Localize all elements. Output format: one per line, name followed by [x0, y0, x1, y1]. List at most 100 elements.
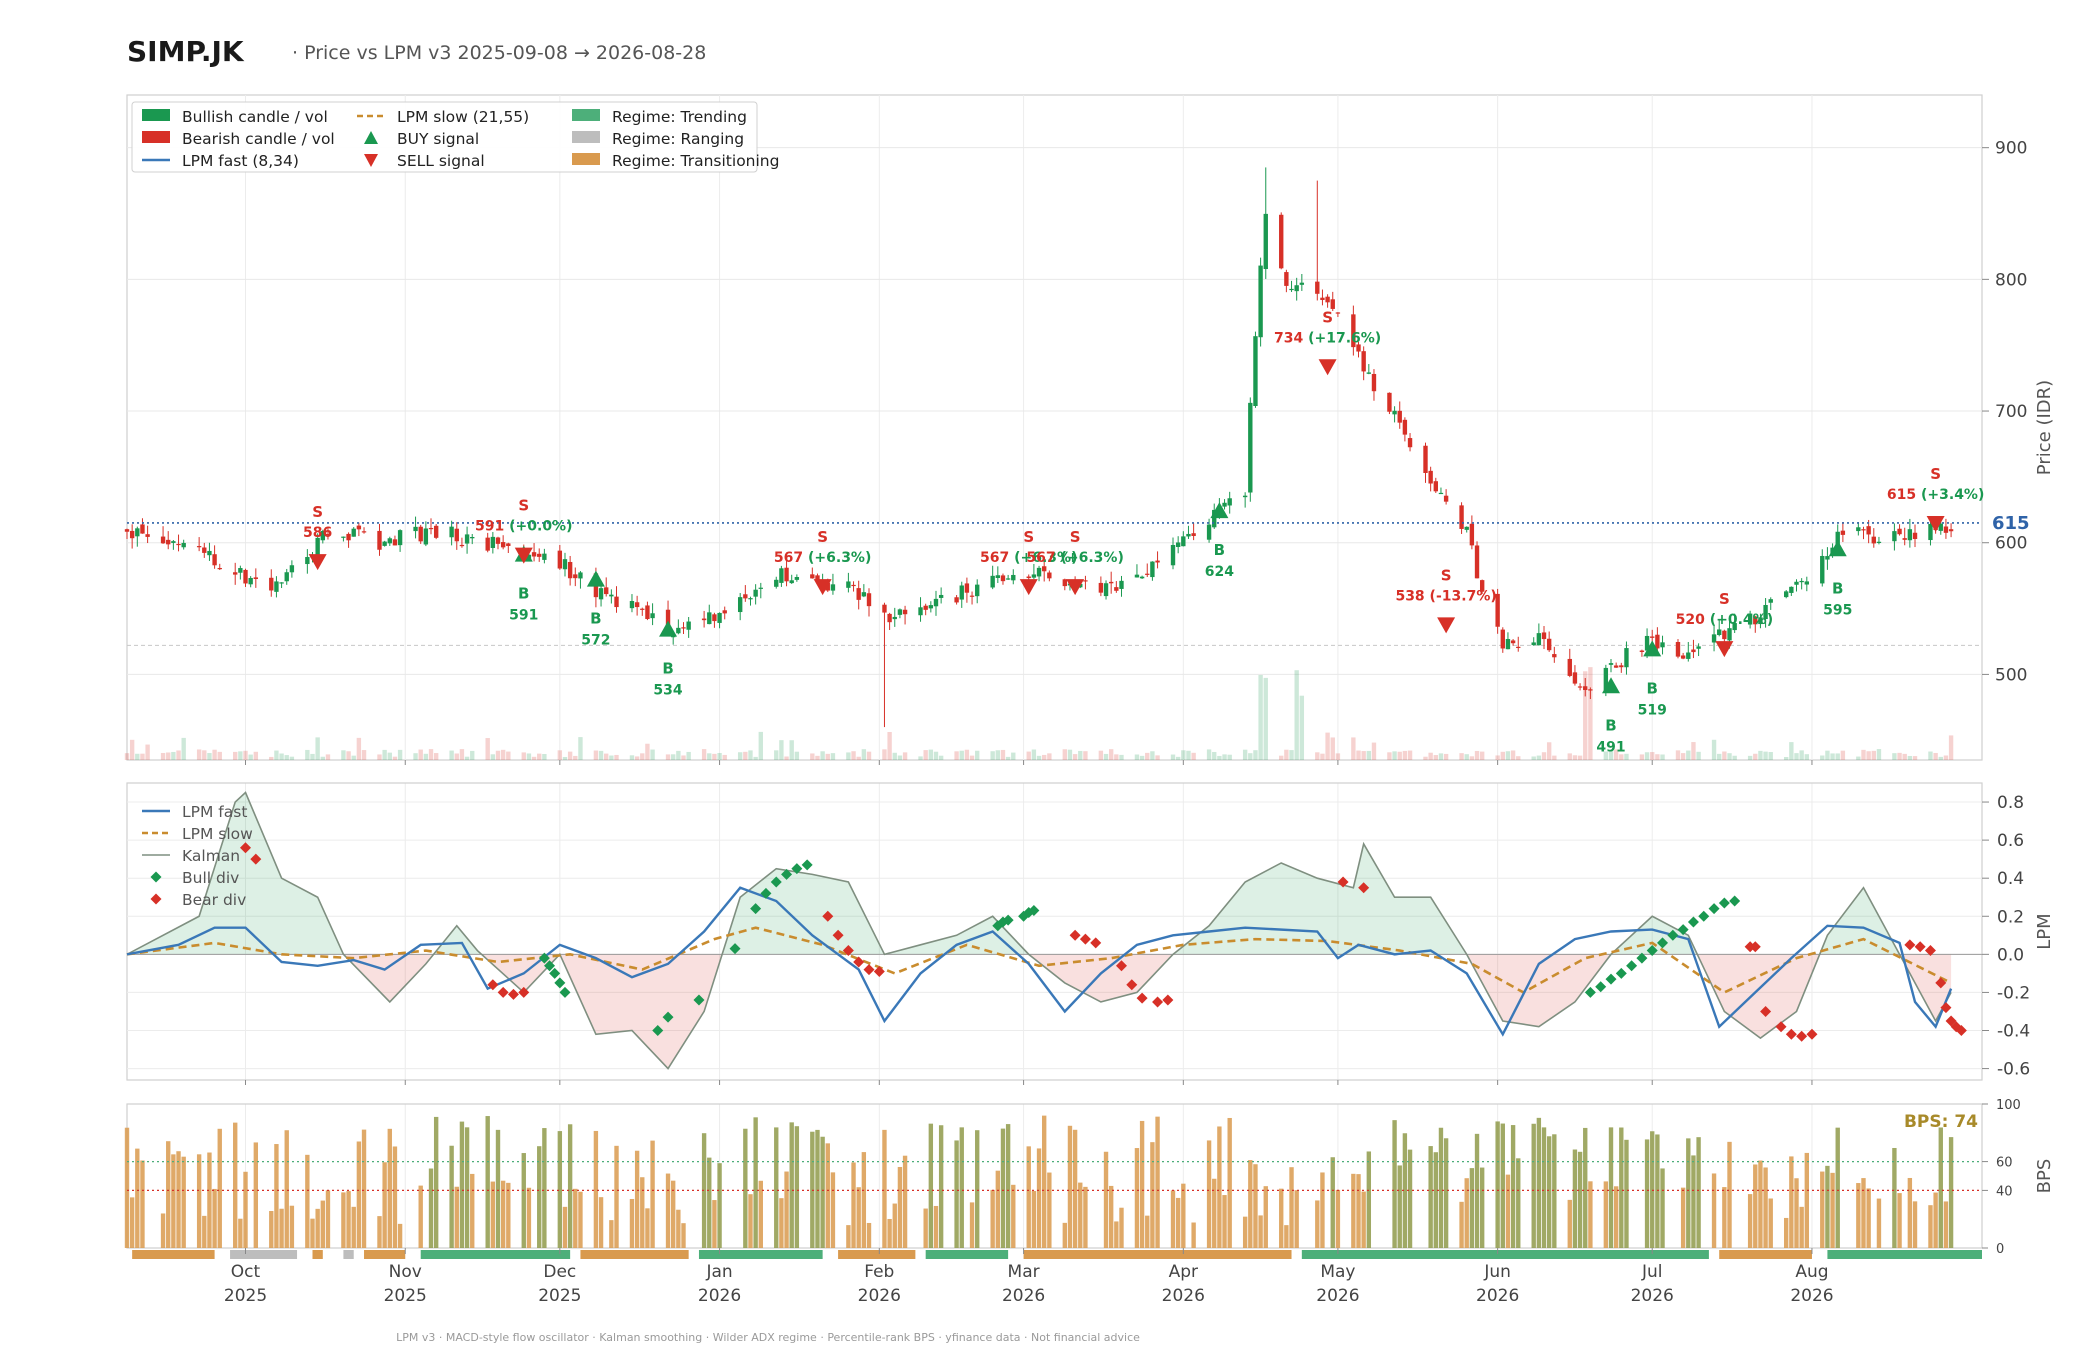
price-ytick-label-4: 900 — [1995, 139, 2027, 159]
candle-body — [413, 526, 418, 532]
bear-div-marker-7 — [832, 929, 844, 941]
bps-bar — [681, 1223, 686, 1248]
candle-body — [1114, 587, 1119, 591]
bps-bar — [892, 1203, 897, 1248]
volume-bar — [1804, 754, 1809, 760]
buy-signal-value-4: 491 — [1596, 739, 1625, 755]
candle-body — [810, 574, 815, 579]
bps-bar — [1588, 1181, 1593, 1248]
sell-signal-value-5: 734 (+17.6%) — [1274, 330, 1381, 346]
bear-div-marker-27 — [1796, 1030, 1808, 1042]
bps-bar — [196, 1154, 202, 1248]
candle-body — [1747, 613, 1753, 625]
volume-bar — [1794, 753, 1799, 760]
candle-body — [217, 567, 222, 570]
lpm-ytick-label-6: 0.6 — [1997, 831, 2024, 851]
buy-signal-label-5: B — [1647, 679, 1658, 697]
candle-body — [356, 525, 362, 530]
candle-body — [537, 553, 542, 557]
volume-bar — [1248, 753, 1253, 760]
bps-bar — [1546, 1136, 1552, 1248]
bps-bar — [1722, 1187, 1727, 1248]
volume-bar — [1907, 755, 1913, 760]
volume-bar — [825, 753, 830, 760]
candle-body — [1407, 438, 1413, 448]
candle-body — [645, 605, 650, 619]
bps-bar — [701, 1133, 707, 1248]
candle-body — [470, 537, 475, 539]
bps-bar — [1613, 1186, 1619, 1248]
regime-segment-13 — [1827, 1250, 1982, 1259]
bps-bar — [166, 1141, 171, 1248]
bps-bar — [1789, 1156, 1794, 1248]
candle-body — [1732, 623, 1737, 631]
volume-bar — [1861, 749, 1866, 760]
bps-bar — [1861, 1178, 1866, 1248]
volume-bar — [578, 737, 583, 760]
bps-bar — [1784, 1217, 1789, 1248]
bps-bar — [325, 1190, 331, 1248]
bps-bar — [279, 1208, 284, 1248]
candle-body — [124, 529, 130, 532]
volume-bar — [1567, 753, 1572, 760]
bps-bar — [1758, 1160, 1763, 1248]
volume-bar — [1840, 750, 1846, 760]
candle-body — [825, 582, 830, 591]
bps-bar — [1315, 1200, 1320, 1248]
bps-bar — [1928, 1205, 1933, 1248]
volume-bar — [341, 750, 346, 760]
last-price-label: 615 — [1992, 513, 2030, 534]
bps-bar — [1428, 1146, 1433, 1248]
candle-body — [418, 526, 423, 542]
bps-bar — [253, 1142, 259, 1248]
lpm-ylabel: LPM — [2034, 913, 2055, 949]
candle-body — [1619, 665, 1624, 668]
bps-bar — [1397, 1165, 1402, 1248]
bps-bar — [361, 1129, 367, 1248]
sell-signal-value-6: 538 (-13.7%) — [1395, 588, 1496, 604]
bps-bar — [1768, 1198, 1773, 1248]
volume-bar — [1660, 754, 1665, 760]
candle-body — [1567, 658, 1572, 676]
regime-segment-6 — [580, 1250, 689, 1259]
sell-signal-pct: (+6.3%) — [1009, 550, 1077, 566]
candle-body — [1253, 336, 1258, 406]
x-tick-month-3: Jan — [705, 1262, 732, 1282]
volume-bar — [1938, 756, 1943, 760]
volume-bar — [1505, 751, 1511, 760]
volume-bar — [495, 750, 501, 760]
lpm-ytick-label-5: 0.4 — [1997, 869, 2024, 889]
lpm-legend-label-4: Bear div — [182, 891, 246, 909]
volume-bar — [676, 750, 681, 760]
bull-div-marker-12 — [781, 868, 793, 880]
bear-div-marker-2 — [487, 979, 499, 991]
candle-body — [1577, 686, 1583, 688]
candle-body — [1660, 642, 1665, 648]
sell-signal-pct: (+6.3%) — [1056, 550, 1124, 566]
sell-signal-label-2: S — [817, 528, 828, 546]
bps-bar — [598, 1197, 604, 1248]
bps-bar — [861, 1152, 867, 1248]
candle-body — [789, 580, 794, 584]
buy-signal-label-2: B — [662, 660, 673, 678]
volume-bar — [506, 751, 511, 760]
volume-bar — [1722, 751, 1727, 760]
candle-body — [712, 614, 717, 622]
candle-body — [1222, 502, 1227, 507]
bps-bar — [1644, 1139, 1650, 1248]
bps-bar — [526, 1187, 532, 1248]
bull-div-marker-23 — [1605, 973, 1617, 985]
candle-body — [964, 583, 970, 593]
volume-bar — [1469, 756, 1475, 760]
volume-bar — [1897, 752, 1902, 760]
sell-signal-label-7: S — [1719, 590, 1730, 608]
sell-signal-marker-4 — [1066, 579, 1085, 596]
candle-body — [1191, 533, 1196, 537]
bps-bar — [825, 1143, 830, 1248]
bps-bar — [1145, 1215, 1150, 1248]
price-ytick-label-2: 700 — [1995, 402, 2027, 422]
candle-body — [1572, 672, 1578, 684]
volume-bar — [428, 749, 434, 760]
sell-signal-marker-2 — [813, 579, 832, 596]
volume-bar — [1067, 749, 1073, 760]
